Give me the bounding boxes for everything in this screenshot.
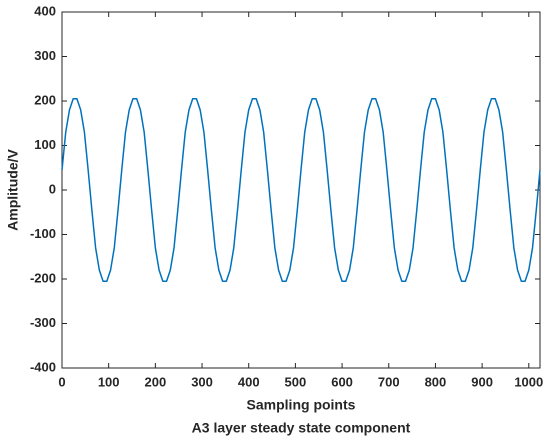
x-tick-label: 1000 (514, 374, 543, 389)
y-tick-label: 0 (49, 181, 56, 196)
y-axis-label: Amplitude/V (5, 149, 21, 231)
x-axis-label: Sampling points (247, 397, 356, 413)
y-tick-label: 200 (34, 92, 56, 107)
plot-area (61, 11, 541, 369)
y-tick-label: -100 (30, 226, 56, 241)
caption: A3 layer steady state component (192, 420, 411, 436)
x-tick-label: 200 (145, 374, 167, 389)
x-tick-label: 600 (331, 374, 353, 389)
x-tick-label: 400 (238, 374, 260, 389)
x-tick-label: 500 (285, 374, 307, 389)
line-series (61, 98, 541, 282)
y-tick-label: -200 (30, 270, 56, 285)
x-tick-label: 700 (378, 374, 400, 389)
x-tick-label: 0 (58, 374, 65, 389)
x-tick-label: 800 (425, 374, 447, 389)
x-tick-label: 900 (471, 374, 493, 389)
x-tick-label: 100 (98, 374, 120, 389)
x-tick-label: 300 (191, 374, 213, 389)
y-tick-label: -300 (30, 315, 56, 330)
y-tick-label: 300 (34, 48, 56, 63)
y-tick-label: 400 (34, 3, 56, 18)
y-tick-label: -400 (30, 359, 56, 374)
y-tick-label: 100 (34, 137, 56, 152)
